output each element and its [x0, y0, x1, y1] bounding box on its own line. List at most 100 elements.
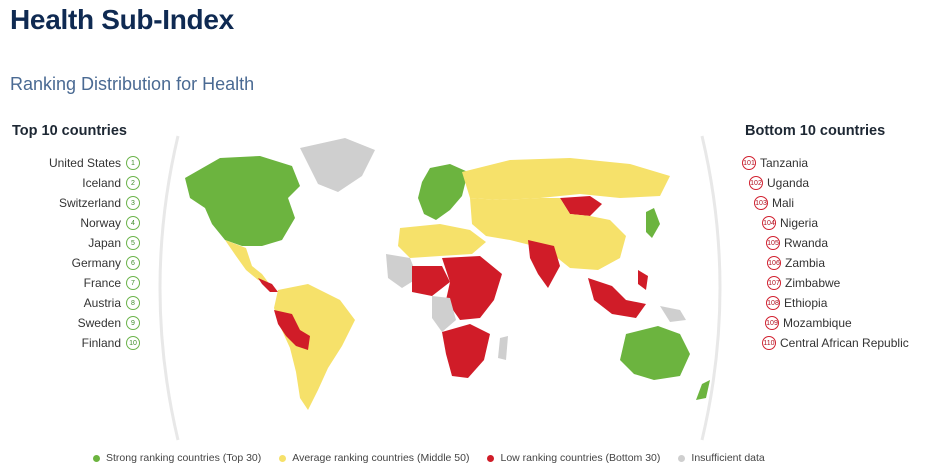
rank-badge: 106 — [767, 256, 781, 270]
country-name: Finland — [81, 336, 121, 350]
legend-item-low: Low ranking countries (Bottom 30) — [487, 452, 660, 464]
legend-label: Average ranking countries (Middle 50) — [292, 452, 470, 464]
legend-item-average: Average ranking countries (Middle 50) — [279, 452, 469, 464]
rank-badge: 104 — [762, 216, 776, 230]
list-item: Iceland 2 — [0, 173, 140, 193]
legend-label: Strong ranking countries (Top 30) — [106, 452, 262, 464]
list-item: 103 Mali — [742, 193, 937, 213]
list-item: 104 Nigeria — [742, 213, 937, 233]
region-russia — [462, 158, 670, 200]
page-title: Health Sub-Index — [10, 4, 234, 35]
rank-badge: 4 — [126, 216, 140, 230]
list-item: 102 Uganda — [742, 173, 937, 193]
bottom-countries-heading: Bottom 10 countries — [745, 123, 886, 139]
region-europe — [418, 164, 468, 220]
rank-badge: 107 — [767, 276, 781, 290]
region-south-asia — [528, 240, 560, 288]
rank-badge: 108 — [766, 296, 780, 310]
region-central-africa-grey — [432, 296, 456, 332]
country-name: Austria — [83, 296, 121, 310]
world-map — [150, 128, 730, 453]
list-item: Austria 8 — [0, 293, 140, 313]
legend-item-strong: Strong ranking countries (Top 30) — [93, 452, 261, 464]
rank-badge: 6 — [126, 256, 140, 270]
country-name: Zimbabwe — [785, 276, 841, 290]
region-greenland — [300, 138, 375, 192]
list-item: 107 Zimbabwe — [742, 273, 937, 293]
rank-badge: 1 — [126, 156, 140, 170]
country-name: Sweden — [77, 316, 121, 330]
list-item: 105 Rwanda — [742, 233, 937, 253]
legend-dot-icon — [279, 454, 287, 462]
legend-label: Insufficient data — [691, 452, 765, 464]
country-name: France — [83, 276, 121, 290]
legend-item-insufficient: Insufficient data — [678, 452, 765, 464]
world-map-svg — [158, 135, 722, 441]
country-name: Zambia — [785, 256, 826, 270]
region-south-america — [274, 284, 355, 410]
map-legend: Strong ranking countries (Top 30) Averag… — [93, 452, 783, 464]
region-west-africa-grey — [386, 254, 418, 288]
legend-dot-icon — [93, 454, 100, 462]
list-item: Japan 5 — [0, 233, 140, 253]
region-australia — [620, 326, 690, 380]
region-north-africa — [398, 224, 486, 258]
map-frame-left — [158, 135, 180, 441]
region-southeast-asia — [588, 278, 646, 318]
country-name: Switzerland — [58, 196, 121, 210]
country-name: Norway — [80, 216, 121, 230]
rank-badge: 102 — [749, 176, 763, 190]
list-item: Finland 10 — [0, 333, 140, 353]
region-madagascar — [498, 336, 508, 360]
region-new-zealand — [696, 380, 710, 400]
country-name: Iceland — [82, 176, 121, 190]
region-north-america — [185, 156, 300, 246]
list-item: Germany 6 — [0, 253, 140, 273]
country-name: Mali — [772, 196, 795, 210]
country-name: Ethiopia — [784, 296, 828, 310]
region-asia — [470, 198, 626, 270]
region-central-america — [258, 278, 278, 292]
rank-badge: 109 — [765, 316, 779, 330]
list-item: Switzerland 3 — [0, 193, 140, 213]
list-item: 110 Central African Republic — [742, 333, 937, 353]
list-item: Sweden 9 — [0, 313, 140, 333]
legend-dot-icon — [487, 454, 495, 462]
bottom-countries-list: 101 Tanzania 102 Uganda 103 Mali 104 Nig… — [742, 153, 937, 353]
rank-badge: 105 — [766, 236, 780, 250]
region-andes-low — [274, 310, 310, 350]
rank-badge: 10 — [126, 336, 140, 350]
country-name: Mozambique — [783, 316, 852, 330]
country-name: Tanzania — [760, 156, 809, 170]
country-name: Rwanda — [784, 236, 829, 250]
region-mexico — [225, 240, 268, 282]
region-philippines — [638, 270, 648, 290]
rank-badge: 3 — [126, 196, 140, 210]
rank-badge: 110 — [762, 336, 776, 350]
legend-label: Low ranking countries (Bottom 30) — [500, 452, 661, 464]
region-mongolia — [560, 196, 602, 216]
list-item: 106 Zambia — [742, 253, 937, 273]
rank-badge: 5 — [126, 236, 140, 250]
rank-badge: 101 — [742, 156, 756, 170]
list-item: 108 Ethiopia — [742, 293, 937, 313]
list-item: Norway 4 — [0, 213, 140, 233]
country-name: Japan — [88, 236, 121, 250]
top-countries-list: United States 1 Iceland 2 Switzerland 3 … — [0, 153, 140, 353]
country-name: Nigeria — [780, 216, 819, 230]
list-item: 101 Tanzania — [742, 153, 937, 173]
country-name: United States — [48, 156, 121, 170]
top-countries-heading: Top 10 countries — [12, 123, 127, 139]
list-item: France 7 — [0, 273, 140, 293]
country-name: Germany — [71, 256, 121, 270]
country-name: Central African Republic — [780, 336, 909, 350]
rank-badge: 7 — [126, 276, 140, 290]
page-subtitle: Ranking Distribution for Health — [10, 74, 255, 94]
list-item: 109 Mozambique — [742, 313, 937, 333]
country-name: Uganda — [767, 176, 810, 190]
rank-badge: 9 — [126, 316, 140, 330]
region-southern-africa — [442, 324, 490, 378]
map-frame-right — [700, 135, 722, 441]
region-japan — [646, 208, 660, 238]
rank-badge: 2 — [126, 176, 140, 190]
